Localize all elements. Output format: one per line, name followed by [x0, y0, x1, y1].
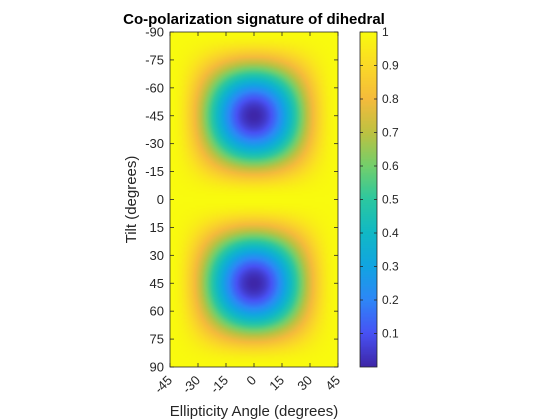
- plot-area: [169, 31, 339, 368]
- y-tick-label: -90: [145, 25, 164, 40]
- y-tick-label: -75: [145, 52, 164, 67]
- y-tick-label: -15: [145, 164, 164, 179]
- x-tick-label: 30: [294, 373, 315, 394]
- colorbar-tick-label: 0.7: [382, 126, 399, 140]
- x-tick-label: -30: [179, 373, 203, 397]
- colorbar-tick-label: 0.4: [382, 226, 399, 240]
- y-tick-label: 45: [150, 276, 164, 291]
- x-tick-label: 0: [243, 373, 259, 389]
- colorbar-tick-label: 0.5: [382, 193, 399, 207]
- x-axis-label: Ellipticity Angle (degrees): [170, 403, 338, 420]
- x-tick-label: 15: [266, 373, 287, 394]
- y-tick-label: 30: [150, 248, 164, 263]
- colorbar-tick-label: 0.6: [382, 159, 399, 173]
- colorbar: 0.1 0.2 0.3 0.4 0.5 0.6 0.7 0.8 0.9 1: [359, 25, 399, 368]
- chart-title: Co-polarization signature of dihedral: [123, 11, 385, 28]
- colorbar-ticks: 0.1 0.2 0.3 0.4 0.5 0.6 0.7 0.8 0.9 1: [360, 25, 399, 341]
- colorbar-tick-label: 0.3: [382, 260, 399, 274]
- colorbar-gradient: [360, 32, 377, 367]
- x-tick-label: 45: [322, 373, 343, 394]
- colorbar-tick-label: 0.9: [382, 59, 399, 73]
- y-tick-label: 90: [150, 360, 164, 375]
- colorbar-tick-label: 0.1: [382, 327, 399, 341]
- colorbar-tick-label: 1: [382, 25, 389, 39]
- y-tick-label: 60: [150, 304, 164, 319]
- x-tick-label: -45: [151, 373, 175, 397]
- y-tick-label: -45: [145, 108, 164, 123]
- heatmap-image: [170, 32, 338, 367]
- y-tick-label: -60: [145, 80, 164, 95]
- y-axis: -90 -75 -60 -45 -30 -15 0 15 30 45 60 75 90: [145, 25, 338, 375]
- y-tick-label: 0: [157, 192, 164, 207]
- y-tick-label: 15: [150, 220, 164, 235]
- y-tick-label: -30: [145, 136, 164, 151]
- x-tick-label: -15: [207, 373, 231, 397]
- colorbar-tick-label: 0.2: [382, 293, 399, 307]
- y-axis-label: Tilt (degrees): [123, 156, 140, 244]
- y-tick-label: 75: [150, 332, 164, 347]
- colorbar-tick-label: 0.8: [382, 92, 399, 106]
